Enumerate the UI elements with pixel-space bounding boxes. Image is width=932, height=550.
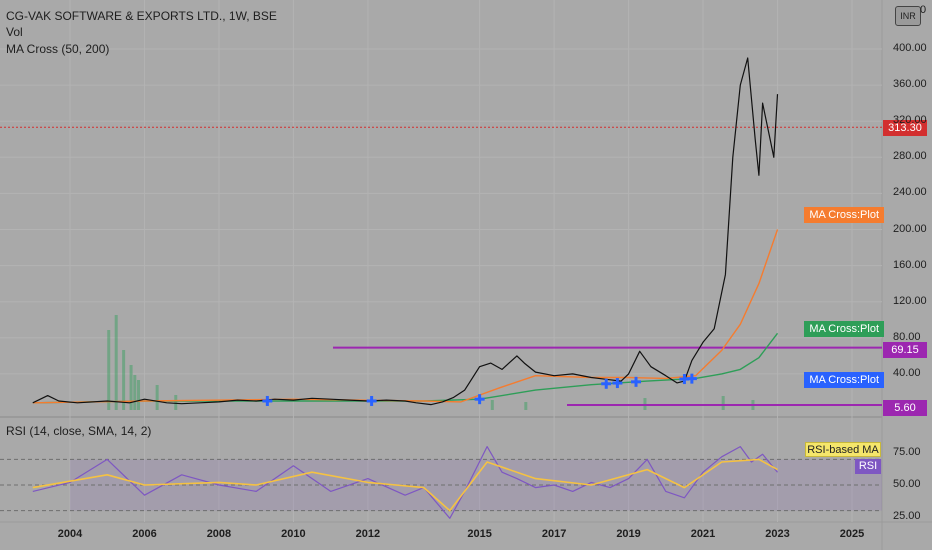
ma-cross-marker bbox=[612, 378, 623, 389]
series-rsi-ma bbox=[32, 458, 778, 512]
volume-bar bbox=[174, 395, 178, 410]
price-tick-label: 280.00 bbox=[893, 150, 927, 163]
rsi-tick-label: 75.00 bbox=[893, 446, 921, 458]
time-tick-label: 2019 bbox=[616, 528, 641, 540]
ma-plot-blue-label: MA Cross:Plot bbox=[804, 372, 884, 388]
ma-cross-marker bbox=[631, 376, 642, 387]
ma-cross-marker bbox=[262, 395, 273, 406]
volume-bars bbox=[107, 315, 755, 410]
price-tick-label: 240.00 bbox=[893, 186, 927, 199]
volume-bar bbox=[524, 402, 528, 410]
volume-bar bbox=[721, 396, 725, 410]
last-price-tag: 313.30 bbox=[883, 120, 927, 136]
volume-bar bbox=[129, 365, 133, 410]
series-price bbox=[32, 57, 779, 406]
rsi-ma-label: RSI-based MA bbox=[805, 442, 881, 457]
ma-cross-marker bbox=[601, 378, 612, 389]
currency-button[interactable]: INR bbox=[895, 6, 921, 26]
rsi-legend[interactable]: RSI (14, close, SMA, 14, 2) bbox=[6, 424, 152, 438]
ma-cross-legend[interactable]: MA Cross (50, 200) bbox=[6, 42, 110, 56]
time-tick-label: 2004 bbox=[57, 528, 83, 540]
symbol-legend[interactable]: CG-VAK SOFTWARE & EXPORTS LTD., 1W, BSE bbox=[6, 9, 277, 23]
volume-bar bbox=[137, 380, 141, 410]
time-tick-label: 2010 bbox=[281, 528, 306, 540]
hline-69-tag: 69.15 bbox=[883, 342, 927, 358]
volume-bar bbox=[122, 350, 126, 410]
hline-5-tag: 5.60 bbox=[883, 400, 927, 416]
ma-cross-marker bbox=[686, 373, 697, 384]
time-tick-label: 2012 bbox=[355, 528, 381, 540]
time-tick-label: 2021 bbox=[690, 528, 716, 540]
price-tick-label: 360.00 bbox=[893, 78, 927, 91]
price-tick-label: 400.00 bbox=[893, 42, 927, 54]
time-tick-label: 2025 bbox=[839, 528, 865, 540]
volume-bar bbox=[490, 400, 494, 410]
price-tick-label: 200.00 bbox=[893, 222, 927, 235]
time-tick-label: 2008 bbox=[206, 528, 232, 540]
volume-bar bbox=[155, 385, 159, 410]
time-tick-label: 2017 bbox=[541, 528, 567, 540]
volume-legend[interactable]: Vol bbox=[6, 25, 23, 39]
rsi-value-tag: RSI bbox=[855, 459, 881, 474]
rsi-tick-label: 25.00 bbox=[893, 510, 921, 522]
price-tick-label: 40.00 bbox=[893, 366, 921, 379]
price-tick-label: 160.00 bbox=[893, 258, 927, 271]
axis-top-label: 0 bbox=[920, 4, 927, 16]
series-ma200 bbox=[32, 332, 779, 404]
ma-cross-marker bbox=[366, 395, 377, 406]
volume-bar bbox=[133, 375, 137, 410]
price-tick-label: 120.00 bbox=[893, 294, 927, 307]
volume-bar bbox=[114, 315, 118, 410]
time-tick-label: 2023 bbox=[765, 528, 790, 540]
time-tick-label: 2015 bbox=[467, 528, 492, 540]
ma-cross-marker bbox=[474, 394, 485, 405]
price-tick-label: 320.00 bbox=[893, 114, 927, 127]
price-tick-label: 80.00 bbox=[893, 330, 921, 343]
volume-bar bbox=[107, 330, 111, 410]
time-tick-label: 2006 bbox=[132, 528, 157, 540]
rsi-tick-label: 50.00 bbox=[893, 478, 921, 490]
ma-plot-green-label: MA Cross:Plot bbox=[804, 321, 884, 337]
ma-plot-orange-label: MA Cross:Plot bbox=[804, 207, 884, 223]
